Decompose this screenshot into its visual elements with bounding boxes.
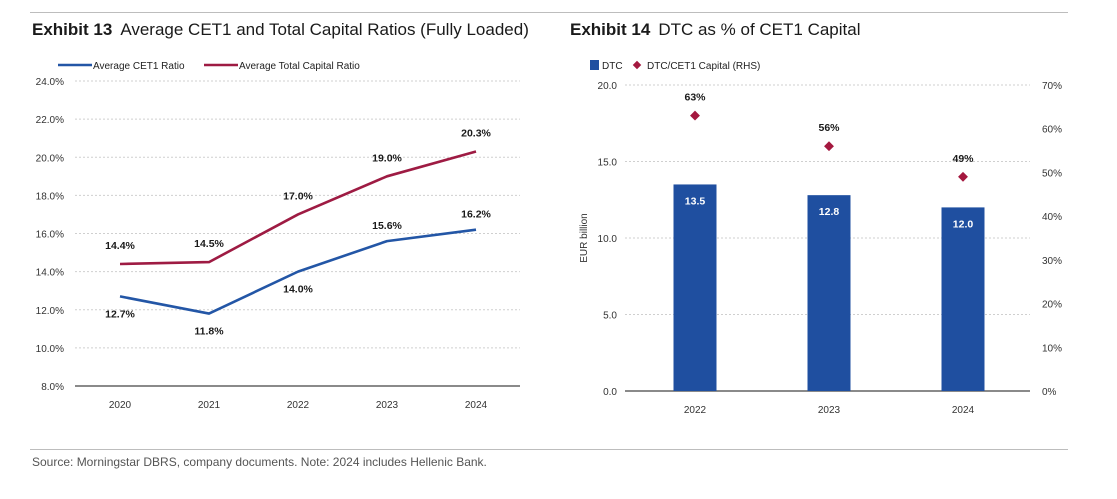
y-tick-label: 24.0% xyxy=(36,77,64,88)
y2-tick-label: 0% xyxy=(1042,387,1057,398)
dtc-bar xyxy=(941,207,985,391)
y-tick-label: 22.0% xyxy=(36,115,64,126)
legend-swatch-dtc xyxy=(590,60,599,70)
y-tick-label: 15.0 xyxy=(598,158,618,169)
exhibit13-title-text: Average CET1 and Total Capital Ratios (F… xyxy=(120,20,529,39)
y-tick-label: 8.0% xyxy=(41,382,64,393)
y2-tick-label: 60% xyxy=(1042,125,1062,136)
exhibit14-label: Exhibit 14 xyxy=(570,20,651,39)
dtc-ratio-diamond xyxy=(824,141,834,152)
cet1-line-chart: 8.0% 10.0% 12.0% 14.0% 16.0% 18.0% 20.0% 22.0% 2… xyxy=(36,61,520,411)
data-label: 19.0% xyxy=(372,152,402,164)
y-tick-label: 20.0 xyxy=(598,81,618,92)
legend-swatch-ratio xyxy=(632,60,642,70)
y2-tick-label: 20% xyxy=(1042,300,1062,311)
dtc-ratio-diamond xyxy=(958,171,968,182)
x-tick-label: 2024 xyxy=(465,400,488,411)
ratio-value-label: 63% xyxy=(684,92,706,104)
y-axis-label: EUR billion xyxy=(579,213,590,262)
data-label: 14.5% xyxy=(194,238,224,250)
y-tick-label: 0.0 xyxy=(603,387,617,398)
y-tick-label: 10.0 xyxy=(598,234,618,245)
data-label: 14.4% xyxy=(105,240,135,252)
data-label: 17.0% xyxy=(283,190,313,202)
source-note: Source: Morningstar DBRS, company docume… xyxy=(32,455,487,469)
bottom-rule xyxy=(30,449,1068,450)
x-tick-label: 2024 xyxy=(952,405,975,416)
top-rule xyxy=(30,12,1068,13)
x-tick-label: 2020 xyxy=(109,400,132,411)
bar-value-label: 12.8 xyxy=(819,206,840,218)
x-tick-label: 2022 xyxy=(287,400,310,411)
ratio-value-label: 56% xyxy=(818,122,840,134)
dtc-bar-chart: 0.0 5.0 10.0 15.0 20.0 0% 10% 20% 30% 40% 50% 60% 70… xyxy=(579,60,1062,416)
y2-tick-label: 50% xyxy=(1042,168,1062,179)
exhibit14-title-text: DTC as % of CET1 Capital xyxy=(658,20,861,39)
exhibit13-title: Exhibit 13 Average CET1 and Total Capital… xyxy=(32,20,529,40)
y2-tick-label: 10% xyxy=(1042,343,1062,354)
data-label: 14.0% xyxy=(283,284,313,296)
legend-label-dtc: DTC xyxy=(602,61,623,72)
data-label: 11.8% xyxy=(194,326,224,338)
exhibit13-label: Exhibit 13 xyxy=(32,20,113,39)
y-tick-label: 18.0% xyxy=(36,191,64,202)
legend-label-ratio: DTC/CET1 Capital (RHS) xyxy=(647,61,760,72)
series-line-total-capital xyxy=(119,150,477,266)
x-tick-label: 2023 xyxy=(818,405,841,416)
exhibit14-title: Exhibit 14 DTC as % of CET1 Capital xyxy=(570,20,861,40)
y-tick-label: 14.0% xyxy=(36,268,64,279)
y-tick-label: 12.0% xyxy=(36,306,64,317)
y2-tick-label: 30% xyxy=(1042,256,1062,267)
y-tick-label: 5.0 xyxy=(603,311,617,322)
y-tick-label: 10.0% xyxy=(36,344,64,355)
y2-tick-label: 40% xyxy=(1042,212,1062,223)
y-tick-label: 16.0% xyxy=(36,230,64,241)
dtc-bar xyxy=(807,195,851,391)
data-label: 16.2% xyxy=(461,209,491,221)
x-tick-label: 2022 xyxy=(684,405,707,416)
ratio-value-label: 49% xyxy=(952,153,974,165)
dtc-bar xyxy=(673,184,717,391)
series-line-cet1 xyxy=(119,228,477,315)
y-tick-label: 20.0% xyxy=(36,153,64,164)
dtc-ratio-diamond xyxy=(690,110,700,121)
data-label: 15.6% xyxy=(372,220,402,232)
data-label: 12.7% xyxy=(105,308,135,320)
bar-value-label: 12.0 xyxy=(953,218,974,230)
x-tick-label: 2023 xyxy=(376,400,399,411)
legend-label-total-capital: Average Total Capital Ratio xyxy=(239,61,360,72)
legend-label-cet1: Average CET1 Ratio xyxy=(93,61,185,72)
data-label: 20.3% xyxy=(461,128,491,140)
x-tick-label: 2021 xyxy=(198,400,221,411)
y2-tick-label: 70% xyxy=(1042,81,1062,92)
bar-value-label: 13.5 xyxy=(685,195,706,207)
